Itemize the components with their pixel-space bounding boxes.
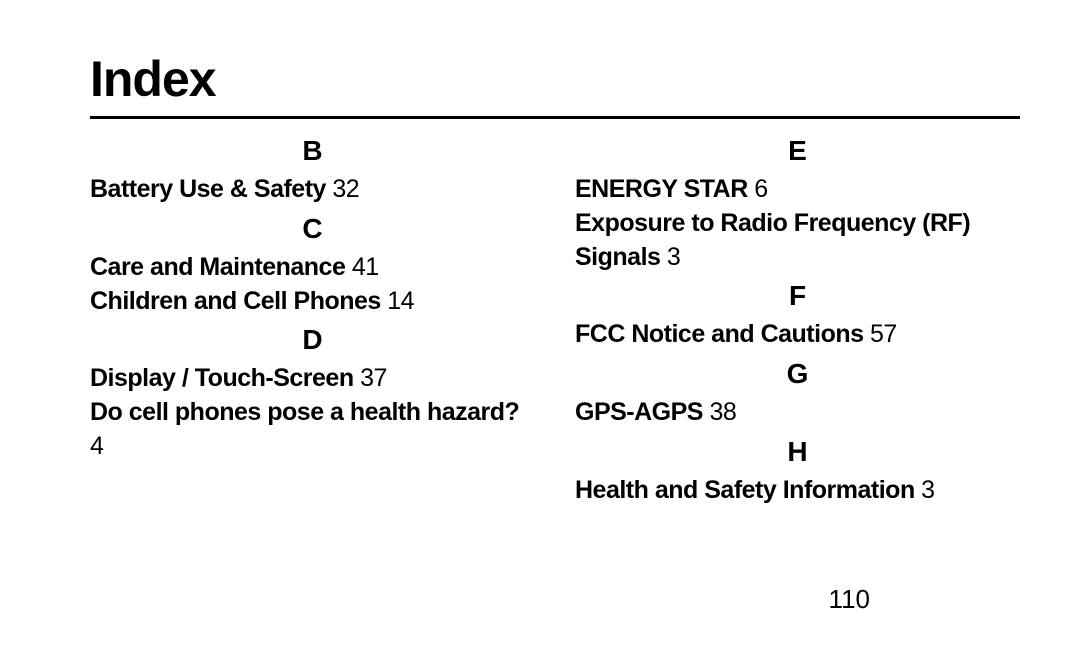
index-entry: FCC Notice and Cautions 57 xyxy=(575,318,1020,352)
index-entry-topic: Do cell phones pose a health hazard? xyxy=(90,398,519,426)
index-entry: Children and Cell Phones 14 xyxy=(90,285,535,319)
index-entry: GPS-AGPS 38 xyxy=(575,396,1020,430)
index-entry-page: 3 xyxy=(667,243,680,271)
page-title: Index xyxy=(90,50,1020,108)
index-entry: Do cell phones pose a health hazard? 4 xyxy=(90,396,535,464)
index-entry: Care and Maintenance 41 xyxy=(90,251,535,285)
index-letter: B xyxy=(90,135,535,167)
index-entry-topic: Display / Touch-Screen xyxy=(90,364,354,392)
index-entry-topic: ENERGY STAR xyxy=(575,175,748,203)
index-entry: Health and Safety Information 3 xyxy=(575,474,1020,508)
index-entry-page: 38 xyxy=(709,398,736,426)
index-columns: B Battery Use & Safety 32 C Care and Mainte… xyxy=(90,129,1020,508)
index-entry: Display / Touch-Screen 37 xyxy=(90,362,535,396)
index-entry-topic: Health and Safety Information xyxy=(575,476,915,504)
index-entry: Battery Use & Safety 32 xyxy=(90,173,535,207)
index-entry-page: 32 xyxy=(332,175,359,203)
index-entry-page: 3 xyxy=(921,476,934,504)
index-column: B Battery Use & Safety 32 C Care and Mainte… xyxy=(90,129,535,508)
index-entry: ENERGY STAR 6 xyxy=(575,173,1020,207)
index-entry-topic: GPS-AGPS xyxy=(575,398,703,426)
index-letter: E xyxy=(575,135,1020,167)
index-entry-topic: FCC Notice and Cautions xyxy=(575,320,864,348)
index-entry-topic: Exposure to Radio Frequency (RF) Signals xyxy=(575,209,970,271)
index-entry-page: 57 xyxy=(870,320,897,348)
index-letter: G xyxy=(575,358,1020,390)
index-entry-topic: Care and Maintenance xyxy=(90,253,345,281)
index-entry-page: 37 xyxy=(360,364,387,392)
index-entry: Exposure to Radio Frequency (RF) Signals… xyxy=(575,207,1020,275)
index-entry-page: 6 xyxy=(754,175,767,203)
index-entry-topic: Children and Cell Phones xyxy=(90,287,381,315)
index-page: Index B Battery Use & Safety 32 C Care and … xyxy=(0,0,1080,655)
index-column: EENERGY STAR 6Exposure to Radio Frequenc… xyxy=(575,129,1020,508)
index-entry-page: 41 xyxy=(352,253,379,281)
index-letter: D xyxy=(90,324,535,356)
index-entry-page: 14 xyxy=(387,287,414,315)
index-letter: C xyxy=(90,213,535,245)
index-entry-page: 4 xyxy=(90,432,103,460)
title-rule xyxy=(90,116,1020,119)
index-entry-topic: Battery Use & Safety xyxy=(90,175,326,203)
index-letter: H xyxy=(575,436,1020,468)
page-number: 110 xyxy=(829,584,870,615)
index-letter: F xyxy=(575,280,1020,312)
